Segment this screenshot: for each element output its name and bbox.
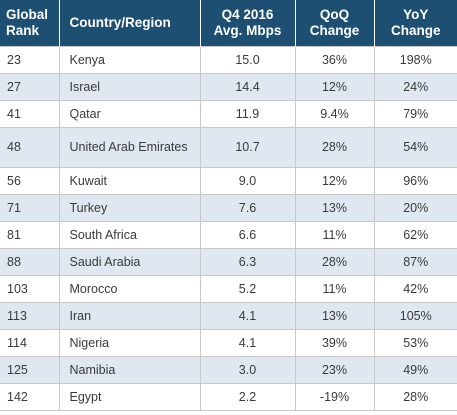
cell-avg-mbps: 7.6 [199,194,295,222]
header-line: QoQ [319,7,350,22]
header-line: Rank [6,23,40,38]
cell-rank: 41 [0,100,59,128]
cell-qoq-change: -19% [294,383,374,411]
header-line: Change [309,23,360,38]
cell-rank: 56 [0,167,59,195]
cell-avg-mbps: 4.1 [199,302,295,330]
cell-qoq-change: 28% [294,248,374,276]
header-line: Global [6,7,49,22]
cell-qoq-change: 23% [294,356,374,384]
cell-yoy-change: 198% [373,46,457,74]
cell-qoq-change: 11% [294,221,374,249]
cell-qoq-change: 11% [294,275,374,303]
cell-yoy-change: 105% [373,302,457,330]
cell-rank: 48 [0,127,59,168]
cell-country: Kenya [58,46,200,74]
cell-rank: 125 [0,356,59,384]
cell-avg-mbps: 15.0 [199,46,295,74]
cell-qoq-change: 12% [294,167,374,195]
cell-country: Kuwait [58,167,200,195]
cell-avg-mbps: 5.2 [199,275,295,303]
cell-avg-mbps: 6.3 [199,248,295,276]
cell-rank: 103 [0,275,59,303]
header-row: Global Rank Country/Region Q4 2016 Avg. … [0,0,457,47]
cell-yoy-change: 54% [373,127,457,168]
cell-avg-mbps: 11.9 [199,100,295,128]
cell-yoy-change: 53% [373,329,457,357]
header-line: Country/Region [69,15,171,30]
table-row: 125 Namibia 3.0 23% 49% [0,356,457,384]
cell-country: Turkey [58,194,200,222]
cell-rank: 88 [0,248,59,276]
cell-country: Qatar [58,100,200,128]
table-body: 23 Kenya 15.0 36% 198% 27 Israel 14.4 12% 24% 41 Qa… [0,46,457,411]
table-row: 71 Turkey 7.6 13% 20% [0,194,457,222]
table-row: 81 South Africa 6.6 11% 62% [0,221,457,249]
table-row: 56 Kuwait 9.0 12% 96% [0,167,457,195]
cell-qoq-change: 28% [294,127,374,168]
cell-country: Egypt [58,383,200,411]
header-country-region: Country/Region [58,0,200,47]
header-line: Change [390,23,441,38]
table-header: Global Rank Country/Region Q4 2016 Avg. … [0,0,457,47]
cell-rank: 27 [0,73,59,101]
cell-yoy-change: 24% [373,73,457,101]
cell-country: Namibia [58,356,200,384]
cell-avg-mbps: 10.7 [199,127,295,168]
cell-country: Israel [58,73,200,101]
cell-country: United Arab Emirates [58,127,200,168]
cell-country: South Africa [58,221,200,249]
table-row: 48 United Arab Emirates 10.7 28% 54% [0,127,457,168]
table-row: 23 Kenya 15.0 36% 198% [0,46,457,74]
header-line: YoY [403,7,429,22]
cell-avg-mbps: 2.2 [199,383,295,411]
cell-yoy-change: 20% [373,194,457,222]
cell-yoy-change: 42% [373,275,457,303]
header-avg-mbps: Q4 2016 Avg. Mbps [199,0,295,47]
cell-avg-mbps: 3.0 [199,356,295,384]
cell-yoy-change: 28% [373,383,457,411]
cell-qoq-change: 13% [294,194,374,222]
cell-qoq-change: 9.4% [294,100,374,128]
table-row: 114 Nigeria 4.1 39% 53% [0,329,457,357]
cell-yoy-change: 96% [373,167,457,195]
header-global-rank: Global Rank [0,0,59,47]
table-row: 27 Israel 14.4 12% 24% [0,73,457,101]
cell-rank: 113 [0,302,59,330]
cell-qoq-change: 12% [294,73,374,101]
header-yoy-change: YoY Change [373,0,457,47]
cell-yoy-change: 87% [373,248,457,276]
cell-avg-mbps: 4.1 [199,329,295,357]
cell-yoy-change: 62% [373,221,457,249]
header-qoq-change: QoQ Change [294,0,374,47]
cell-qoq-change: 13% [294,302,374,330]
cell-country: Saudi Arabia [58,248,200,276]
table-row: 41 Qatar 11.9 9.4% 79% [0,100,457,128]
cell-qoq-change: 39% [294,329,374,357]
cell-avg-mbps: 14.4 [199,73,295,101]
header-line: Q4 2016 [221,7,274,22]
table-row: 88 Saudi Arabia 6.3 28% 87% [0,248,457,276]
cell-rank: 81 [0,221,59,249]
header-line: Avg. Mbps [213,23,282,38]
cell-rank: 71 [0,194,59,222]
cell-qoq-change: 36% [294,46,374,74]
table-row: 113 Iran 4.1 13% 105% [0,302,457,330]
cell-rank: 114 [0,329,59,357]
table-row: 142 Egypt 2.2 -19% 28% [0,383,457,411]
cell-country: Nigeria [58,329,200,357]
cell-country: Morocco [58,275,200,303]
cell-avg-mbps: 9.0 [199,167,295,195]
cell-yoy-change: 79% [373,100,457,128]
cell-rank: 142 [0,383,59,411]
table-row: 103 Morocco 5.2 11% 42% [0,275,457,303]
cell-yoy-change: 49% [373,356,457,384]
cell-avg-mbps: 6.6 [199,221,295,249]
cell-rank: 23 [0,46,59,74]
cell-country: Iran [58,302,200,330]
